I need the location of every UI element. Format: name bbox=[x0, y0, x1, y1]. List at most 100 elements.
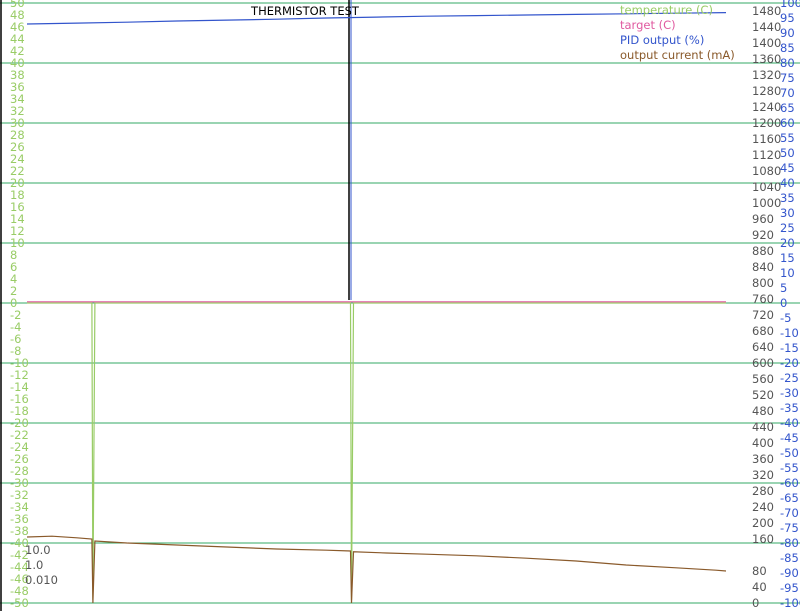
pid-tick-label: -75 bbox=[780, 521, 799, 535]
pid-tick-label: -40 bbox=[780, 416, 799, 430]
pid-tick-label: 90 bbox=[780, 26, 795, 40]
current-tick-label: 0 bbox=[752, 596, 759, 610]
temperature-tick-label: 28 bbox=[10, 128, 25, 142]
current-tick-label: 720 bbox=[752, 308, 774, 322]
pid-tick-label: -50 bbox=[780, 446, 799, 460]
temperature-tick-label: -24 bbox=[10, 440, 29, 454]
temperature-tick-label: -18 bbox=[10, 404, 29, 418]
series-line bbox=[26, 535, 727, 604]
current-tick-label: 1200 bbox=[752, 116, 781, 130]
current-tick-label: 400 bbox=[752, 436, 774, 450]
current-tick-label: 360 bbox=[752, 452, 774, 466]
legend-entry: target (C) bbox=[620, 18, 676, 32]
current-tick-label: 1040 bbox=[752, 180, 781, 194]
temperature-tick-label: 24 bbox=[10, 152, 25, 166]
current-tick-label: 1000 bbox=[752, 196, 781, 210]
temperature-tick-label: -20 bbox=[10, 416, 29, 430]
annotation-text: 0.010 bbox=[25, 573, 58, 587]
current-tick-label: 320 bbox=[752, 468, 774, 482]
temperature-tick-label: 12 bbox=[10, 224, 25, 238]
pid-tick-label: -95 bbox=[780, 581, 799, 595]
current-tick-label: 1120 bbox=[752, 148, 781, 162]
current-tick-label: 240 bbox=[752, 500, 774, 514]
current-tick-label: 920 bbox=[752, 228, 774, 242]
temperature-tick-label: 6 bbox=[10, 260, 17, 274]
temperature-tick-label: 20 bbox=[10, 176, 25, 190]
temperature-tick-label: -26 bbox=[10, 452, 29, 466]
temperature-tick-label: -4 bbox=[10, 320, 21, 334]
pid-tick-label: -25 bbox=[780, 371, 799, 385]
temperature-tick-label: -8 bbox=[10, 344, 21, 358]
pid-tick-label: 85 bbox=[780, 41, 795, 55]
current-tick-label: 1360 bbox=[752, 52, 781, 66]
temperature-tick-label: 0 bbox=[10, 296, 17, 310]
temperature-tick-label: -32 bbox=[10, 488, 29, 502]
series-line bbox=[26, 12, 727, 25]
pid-tick-label: 30 bbox=[780, 206, 795, 220]
pid-tick-label: 25 bbox=[780, 221, 795, 235]
current-tick-label: 1480 bbox=[752, 4, 781, 18]
pid-tick-label: -30 bbox=[780, 386, 799, 400]
current-tick-label: 880 bbox=[752, 244, 774, 258]
temperature-tick-label: -38 bbox=[10, 524, 29, 538]
temperature-tick-label: -44 bbox=[10, 560, 29, 574]
legend-entry: PID output (%) bbox=[620, 33, 704, 47]
temperature-tick-label: -30 bbox=[10, 476, 29, 490]
current-tick-label: 1440 bbox=[752, 20, 781, 34]
current-tick-label: 520 bbox=[752, 388, 774, 402]
series-line bbox=[27, 302, 726, 601]
current-tick-label: 440 bbox=[752, 420, 774, 434]
temperature-tick-label: 16 bbox=[10, 200, 25, 214]
pid-tick-label: 20 bbox=[780, 236, 795, 250]
pid-tick-label: 40 bbox=[780, 176, 795, 190]
legend-entry: output current (mA) bbox=[620, 48, 735, 62]
pid-tick-label: 95 bbox=[780, 11, 795, 25]
temperature-tick-label: -34 bbox=[10, 500, 29, 514]
annotations: 10.01.00.010 bbox=[25, 543, 58, 587]
temperature-tick-label: 14 bbox=[10, 212, 25, 226]
current-tick-label: 760 bbox=[752, 292, 774, 306]
temperature-tick-label: 44 bbox=[10, 32, 25, 46]
temperature-tick-label: -50 bbox=[10, 596, 29, 610]
temperature-tick-label: -42 bbox=[10, 548, 29, 562]
temperature-tick-label: -6 bbox=[10, 332, 21, 346]
pid-tick-label: -35 bbox=[780, 401, 799, 415]
temperature-tick-label: -10 bbox=[10, 356, 29, 370]
pid-tick-label: -80 bbox=[780, 536, 799, 550]
temperature-tick-label: 50 bbox=[10, 0, 25, 10]
pid-tick-label: 75 bbox=[780, 71, 795, 85]
current-tick-label: 280 bbox=[752, 484, 774, 498]
current-tick-label: 680 bbox=[752, 324, 774, 338]
current-tick-label: 1280 bbox=[752, 84, 781, 98]
current-tick-label: 1080 bbox=[752, 164, 781, 178]
pid-tick-label: -10 bbox=[780, 326, 799, 340]
temperature-tick-label: 38 bbox=[10, 68, 25, 82]
current-tick-label: 600 bbox=[752, 356, 774, 370]
current-tick-label: 800 bbox=[752, 276, 774, 290]
temperature-tick-label: 18 bbox=[10, 188, 25, 202]
annotation-text: 1.0 bbox=[25, 558, 43, 572]
temperature-tick-label: 4 bbox=[10, 272, 17, 286]
current-tick-label: 1320 bbox=[752, 68, 781, 82]
pid-tick-label: 70 bbox=[780, 86, 795, 100]
legend-entry: temperature (C) bbox=[620, 3, 713, 17]
current-tick-label: 40 bbox=[752, 580, 767, 594]
pid-tick-label: -45 bbox=[780, 431, 799, 445]
temperature-tick-label: 42 bbox=[10, 44, 25, 58]
temperature-tick-label: 8 bbox=[10, 248, 17, 262]
pid-tick-label: 55 bbox=[780, 131, 795, 145]
temperature-tick-label: 22 bbox=[10, 164, 25, 178]
pid-tick-label: 5 bbox=[780, 281, 787, 295]
current-tick-label: 80 bbox=[752, 564, 767, 578]
pid-tick-label: -100 bbox=[780, 596, 800, 610]
temperature-tick-label: -12 bbox=[10, 368, 29, 382]
pid-tick-label: 80 bbox=[780, 56, 795, 70]
pid-tick-label: -90 bbox=[780, 566, 799, 580]
current-tick-label: 1240 bbox=[752, 100, 781, 114]
temperature-tick-label: 46 bbox=[10, 20, 25, 34]
current-tick-label: 560 bbox=[752, 372, 774, 386]
pid-tick-label: -70 bbox=[780, 506, 799, 520]
